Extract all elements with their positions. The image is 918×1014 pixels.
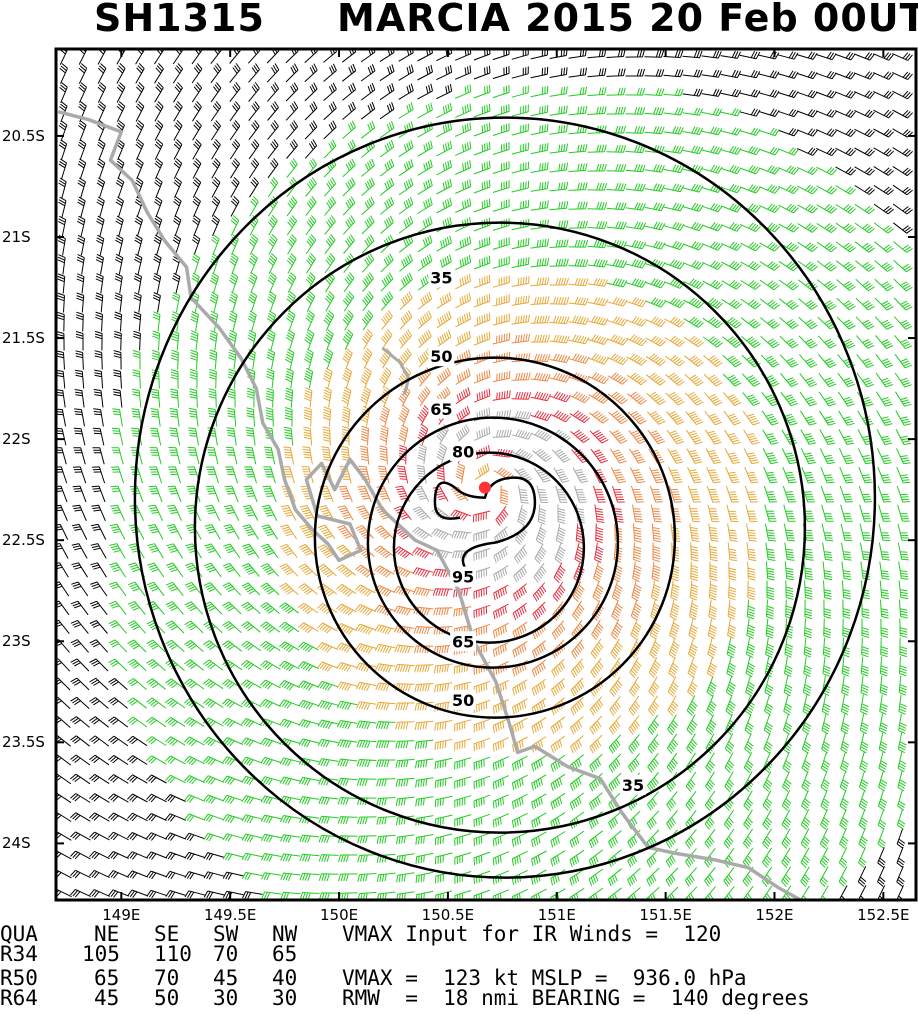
- wind-contour: [392, 451, 586, 644]
- info-cell: 45: [213, 966, 239, 990]
- wind-contours-layer: [133, 116, 877, 879]
- info-cell: 70: [154, 966, 180, 990]
- storm-center-marker: [478, 481, 491, 494]
- map-frame: [54, 47, 918, 902]
- info-text: VMAX Input for IR Winds = 120: [342, 922, 722, 946]
- wind-barb-group: [108, 84, 913, 900]
- axis-ticks: [56, 49, 916, 900]
- wind-contour: [193, 221, 807, 834]
- info-cell: R50: [0, 966, 38, 990]
- map-background: [56, 49, 916, 900]
- lon-label: 151.5E: [639, 906, 692, 924]
- storm-info: MARCIA 2015 20 Feb 00UTC: [337, 0, 918, 40]
- contour-label: 50: [452, 691, 474, 710]
- lon-label: 149.5E: [203, 906, 257, 924]
- info-cell: 70: [213, 942, 239, 966]
- wind-contour: [366, 416, 620, 669]
- contour-label: 65: [430, 400, 452, 419]
- inner-contour: [433, 476, 537, 569]
- contour-label: 35: [430, 268, 452, 287]
- info-cell: 110: [154, 942, 192, 966]
- info-row-r50: R50 65 70 45 40 VMAX = 123 kt MSLP = 936…: [0, 968, 918, 990]
- lat-label: 24S: [2, 834, 31, 853]
- info-cell: 105: [82, 942, 120, 966]
- wind-barbs-layer: [56, 49, 913, 900]
- lat-label: 22.5S: [2, 531, 45, 550]
- lat-label: 23.5S: [2, 733, 45, 752]
- info-cell: 40: [272, 966, 298, 990]
- storm-info-table: QUA NE SE SW NW VMAX Input for IR Winds …: [0, 924, 918, 1014]
- contour-label-bg: [428, 398, 455, 419]
- info-cell: 50: [154, 986, 180, 1010]
- inland-water: [381, 347, 411, 396]
- lat-label: 20.5S: [2, 126, 45, 145]
- info-cell: SW: [213, 922, 239, 946]
- map-title: SH1315 MARCIA 2015 20 Feb 00UTC: [0, 0, 918, 40]
- wind-contour: [133, 116, 877, 879]
- info-text: RMW = 18 nmi BEARING = 140 degrees: [342, 986, 810, 1010]
- contour-label-bg: [450, 689, 477, 710]
- info-text: VMAX = 123 kt MSLP = 936.0 hPa: [342, 966, 747, 990]
- info-cell: R34: [0, 942, 38, 966]
- info-cell: R64: [0, 986, 38, 1010]
- lon-label: 152E: [755, 906, 794, 924]
- info-cell: 30: [213, 986, 239, 1010]
- lon-label: 150.5E: [421, 906, 475, 924]
- coastline-layer: [57, 110, 802, 900]
- contour-label: 95: [452, 568, 474, 587]
- contour-label: 65: [452, 632, 474, 651]
- info-cell: SE: [154, 922, 180, 946]
- lat-label: 21S: [2, 227, 31, 246]
- contour-label-bg: [450, 566, 477, 587]
- lat-label: 22S: [2, 430, 31, 449]
- coastline: [57, 110, 802, 900]
- lat-label: 21.5S: [2, 329, 45, 348]
- contour-label-bg: [428, 267, 455, 288]
- contour-label-bg: [619, 774, 646, 795]
- info-row-qua: QUA NE SE SW NW VMAX Input for IR Winds …: [0, 924, 918, 946]
- info-cell: QUA: [0, 922, 38, 946]
- lon-label: 150E: [319, 906, 359, 924]
- lon-label: 151E: [537, 906, 576, 924]
- info-cell: 45: [94, 986, 120, 1010]
- info-row-r64: R64 45 50 30 30 RMW = 18 nmi BEARING = 1…: [0, 988, 918, 1010]
- contour-label-bg: [450, 441, 477, 462]
- contour-label-bg: [428, 346, 455, 367]
- contour-label: 50: [430, 347, 452, 366]
- contour-label: 35: [622, 776, 644, 795]
- storm-id: SH1315: [94, 0, 265, 40]
- contour-label: 80: [452, 442, 474, 461]
- wind-barb-group: [336, 332, 682, 678]
- info-cell: 30: [272, 986, 298, 1010]
- lon-label: 152.5E: [857, 906, 910, 924]
- info-cell: 65: [94, 966, 120, 990]
- lat-label: 23S: [2, 632, 31, 651]
- info-cell: NW: [272, 922, 298, 946]
- info-row-r34: R34 105 110 70 65: [0, 944, 918, 966]
- info-cell: NE: [94, 922, 120, 946]
- lon-label: 149E: [102, 906, 141, 924]
- wind-contour: [313, 356, 677, 719]
- contour-labels-layer: 35 50 65 80 95 65 50 35: [428, 267, 646, 795]
- contour-label-bg: [450, 631, 477, 652]
- info-cell: 65: [272, 942, 298, 966]
